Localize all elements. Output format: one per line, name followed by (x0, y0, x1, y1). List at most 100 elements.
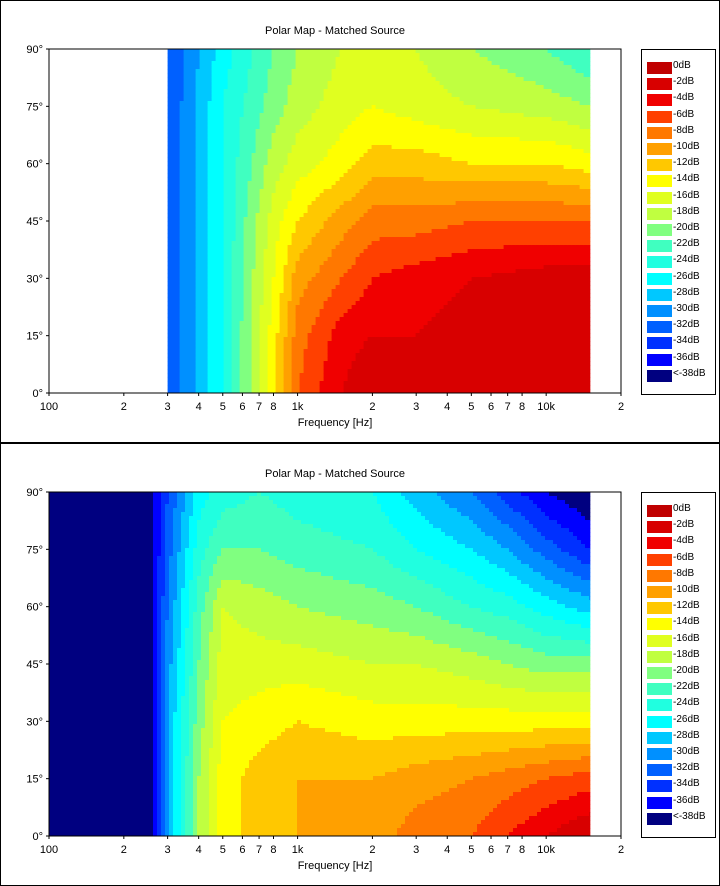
heatmap-cell (227, 369, 232, 374)
heatmap-cell (311, 113, 316, 118)
heatmap-cell (339, 385, 344, 390)
heatmap-cell (255, 141, 260, 146)
heatmap-cell (231, 201, 236, 206)
heatmap-cell (279, 337, 284, 342)
heatmap-cell (175, 189, 180, 194)
heatmap-cell (343, 69, 348, 74)
heatmap-cell (199, 305, 204, 310)
heatmap-cell (307, 257, 312, 262)
heatmap-cell (371, 113, 376, 118)
heatmap-cell (167, 53, 172, 58)
heatmap-cell (307, 65, 312, 70)
heatmap-cell (327, 373, 332, 378)
heatmap-cell (319, 373, 324, 378)
heatmap-cell (247, 269, 252, 274)
heatmap-cell (267, 57, 272, 62)
heatmap-cell (291, 385, 296, 390)
heatmap-cell (183, 329, 188, 334)
heatmap-cell (223, 373, 228, 378)
heatmap-cell (167, 253, 172, 258)
heatmap-cell (303, 261, 308, 266)
heatmap-cell (295, 53, 300, 58)
heatmap-cell (339, 73, 344, 78)
heatmap-cell (295, 109, 300, 114)
heatmap-cell (183, 129, 188, 134)
heatmap-cell (267, 249, 272, 254)
heatmap-cell (179, 269, 184, 274)
heatmap-cell (299, 133, 304, 138)
heatmap-cell (283, 221, 288, 226)
heatmap-cell (383, 181, 388, 186)
heatmap-cell (263, 361, 268, 366)
heatmap-cell (259, 241, 264, 246)
heatmap-cell (335, 237, 340, 242)
heatmap-cell (367, 133, 372, 138)
heatmap-cell (223, 229, 228, 234)
heatmap-cell (275, 169, 280, 174)
heatmap-cell (279, 173, 284, 178)
heatmap-cell (307, 129, 312, 134)
heatmap-cell (343, 317, 348, 322)
heatmap-cell (339, 141, 344, 146)
heatmap-cell (355, 149, 360, 154)
heatmap-cell (319, 121, 324, 126)
heatmap-cell (187, 341, 192, 346)
heatmap-cell (199, 357, 204, 362)
heatmap-cell (283, 125, 288, 130)
heatmap-cell (283, 261, 288, 266)
heatmap-cell (311, 97, 316, 102)
heatmap-cell (235, 361, 240, 366)
heatmap-cell (303, 117, 308, 122)
polar-map-panel-top: Polar Map - Matched Source 0° 15° 30° 45° 60… (0, 0, 720, 443)
heatmap-cell (195, 293, 200, 298)
heatmap-cell (395, 81, 400, 86)
heatmap-cell (211, 177, 216, 182)
heatmap-cell (371, 157, 376, 162)
heatmap-cell (235, 205, 240, 210)
heatmap-cell (239, 345, 244, 350)
heatmap-cell (271, 277, 276, 282)
heatmap-cell (171, 213, 176, 218)
heatmap-cell (395, 97, 400, 102)
heatmap-cell (259, 373, 264, 378)
heatmap-cell (391, 229, 396, 234)
heatmap-cell (259, 313, 264, 318)
heatmap-cell (395, 173, 400, 178)
heatmap-cell (171, 77, 176, 82)
heatmap-cell (259, 177, 264, 182)
heatmap-cell (319, 73, 324, 78)
heatmap-cell (235, 317, 240, 322)
heatmap-cell (251, 293, 256, 298)
heatmap-cell (263, 93, 268, 98)
heatmap-cell (315, 121, 320, 126)
heatmap-cell (183, 49, 188, 54)
heatmap-cell (207, 129, 212, 134)
heatmap-cell (371, 389, 376, 394)
heatmap-cell (291, 265, 296, 270)
heatmap-cell (335, 349, 340, 354)
heatmap-cell (379, 385, 384, 390)
heatmap-cell (259, 145, 264, 150)
heatmap-cell (299, 53, 304, 58)
heatmap-cell (359, 229, 364, 234)
heatmap-cell (179, 157, 184, 162)
heatmap-cell (267, 245, 272, 250)
heatmap-cell (207, 105, 212, 110)
heatmap-cell (307, 385, 312, 390)
heatmap-cell (199, 165, 204, 170)
heatmap-cell (255, 125, 260, 130)
heatmap-cell (303, 113, 308, 118)
heatmap-cell (179, 345, 184, 350)
heatmap-cell (335, 365, 340, 370)
heatmap-cell (215, 357, 220, 362)
heatmap-cell (283, 289, 288, 294)
heatmap-cell (231, 265, 236, 270)
heatmap-cell (207, 269, 212, 274)
heatmap-cell (179, 237, 184, 242)
heatmap-cell (383, 337, 388, 342)
heatmap-cell (323, 329, 328, 334)
heatmap-cell (371, 277, 376, 282)
heatmap-cell (223, 149, 228, 154)
heatmap-cell (299, 381, 304, 386)
heatmap-cell (299, 197, 304, 202)
